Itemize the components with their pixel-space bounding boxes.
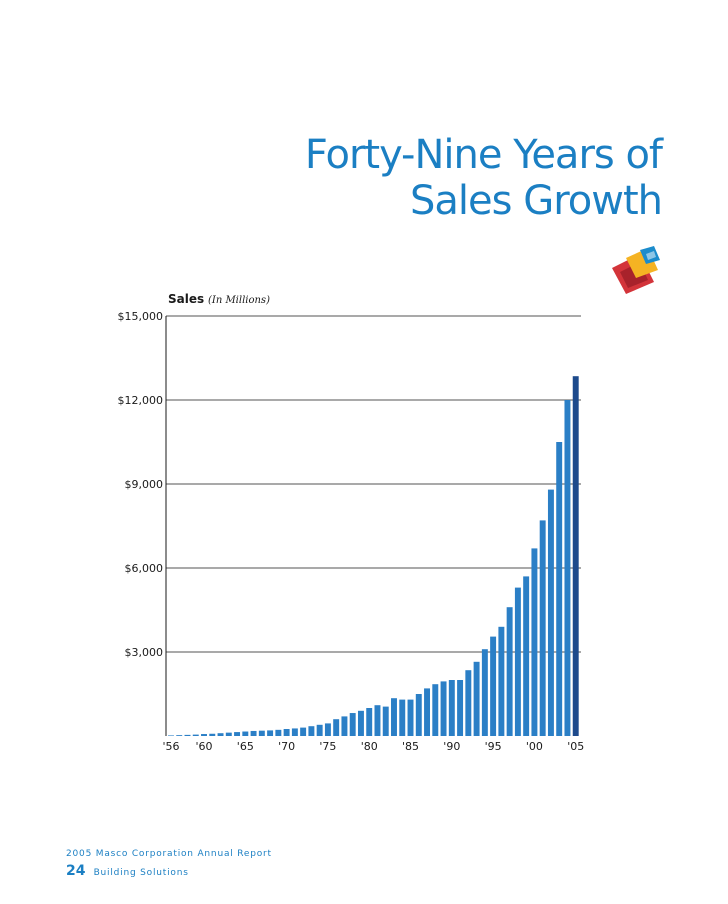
bar-1979 [357, 710, 364, 736]
bar-1983 [391, 698, 397, 736]
y-tick-label: $3,000 [125, 646, 164, 659]
bar-1989 [440, 681, 447, 736]
bar-1984 [399, 699, 406, 736]
bar-2002 [547, 489, 554, 736]
bar-1964 [234, 732, 241, 736]
y-tick-label: $6,000 [125, 562, 164, 575]
chart-title-note: (In Millions) [207, 295, 270, 306]
bar-1960 [201, 734, 207, 736]
bar-1993 [473, 661, 480, 736]
x-tick-label: '95 [485, 740, 502, 753]
bar-2003 [556, 442, 563, 736]
bar-1977 [341, 716, 348, 736]
bar-1971 [291, 728, 298, 736]
chart-title: Sales (In Millions) [168, 292, 270, 306]
bar-1956 [168, 735, 174, 736]
bar-1992 [465, 670, 472, 736]
bar-1959 [192, 734, 199, 736]
bar-1968 [267, 730, 274, 736]
bar-1972 [300, 727, 307, 736]
bar-1997 [506, 607, 513, 736]
headline-line-1: Forty-Nine Years of [304, 132, 663, 178]
bar-1986 [415, 694, 422, 736]
y-tick-label: $9,000 [125, 478, 164, 491]
x-tick-label: '60 [195, 740, 212, 753]
bar-1965 [242, 731, 249, 736]
x-tick-label: '75 [319, 740, 336, 753]
page-headline: Forty-Nine Years of Sales Growth [304, 132, 663, 224]
bar-1958 [184, 734, 191, 736]
x-tick-label: '65 [237, 740, 254, 753]
bar-1976 [333, 719, 340, 736]
bar-1998 [514, 587, 521, 736]
footer-page-line: 24 Building Solutions [66, 860, 272, 879]
bar-1980 [366, 708, 373, 736]
bar-1962 [217, 733, 224, 736]
bar-1970 [283, 729, 290, 736]
bar-1990 [448, 680, 455, 736]
x-tick-label: '85 [402, 740, 419, 753]
bar-1973 [308, 726, 315, 736]
bar-1961 [209, 733, 216, 736]
x-tick-label: '80 [361, 740, 378, 753]
bar-1957 [176, 735, 183, 736]
bar-2005 [572, 376, 579, 736]
bar-1995 [490, 636, 497, 736]
bar-1985 [407, 699, 414, 736]
bar-1987 [424, 688, 431, 736]
x-tick-label: '56 [162, 740, 179, 753]
bar-2004 [564, 400, 571, 736]
bar-1974 [316, 724, 323, 736]
y-tick-label: $15,000 [118, 310, 164, 323]
chart-title-main: Sales [168, 292, 205, 306]
masco-logo-icon [612, 246, 660, 294]
bar-1963 [225, 732, 232, 736]
x-tick-label: '70 [278, 740, 295, 753]
bar-1988 [432, 684, 439, 736]
bar-1994 [481, 649, 488, 736]
bar-2001 [539, 520, 546, 736]
bar-1991 [457, 680, 464, 736]
bar-2000 [531, 548, 538, 736]
section-name: Building Solutions [93, 868, 189, 878]
headline-line-2: Sales Growth [410, 178, 663, 224]
bar-1967 [258, 730, 265, 736]
bar-1996 [498, 626, 505, 736]
bar-1982 [382, 706, 389, 736]
bar-1978 [349, 713, 356, 736]
x-tick-label: '90 [443, 740, 460, 753]
bar-1969 [275, 729, 282, 736]
bar-1981 [374, 705, 381, 736]
page-footer: 2005 Masco Corporation Annual Report 24 … [66, 849, 272, 879]
page-number: 24 [66, 863, 86, 879]
bar-1975 [324, 723, 331, 736]
y-tick-label: $12,000 [118, 394, 164, 407]
x-tick-label: '00 [526, 740, 543, 753]
logo-white-accent [646, 251, 656, 260]
bar-1999 [523, 576, 530, 736]
x-tick-label: '05 [567, 740, 584, 753]
footer-report-title: 2005 Masco Corporation Annual Report [66, 849, 272, 859]
bar-1966 [250, 730, 257, 736]
